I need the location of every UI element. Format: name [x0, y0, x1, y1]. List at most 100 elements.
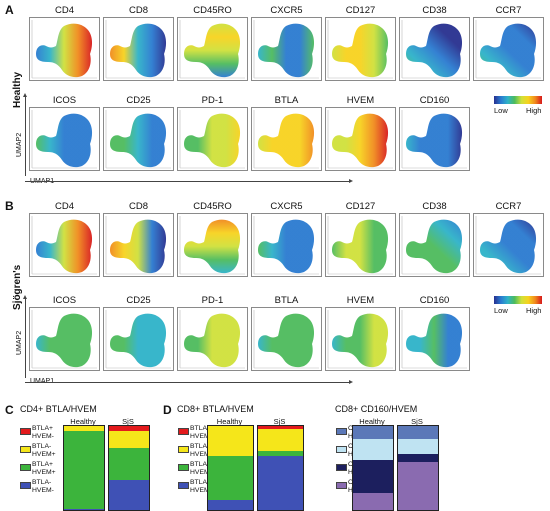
umap-cell-cloud — [327, 216, 393, 275]
umap-marker-label: CD8 — [128, 201, 148, 212]
umap-marker-label: CD25 — [126, 295, 151, 306]
axis-arrow-umap1-b — [25, 380, 353, 384]
legend-swatch — [178, 428, 189, 435]
umap-plot-area — [177, 17, 248, 81]
umap-marker-label: ICOS — [52, 295, 77, 306]
legend-swatch — [20, 464, 31, 471]
umap-cell-cloud — [31, 20, 97, 79]
umap-marker-label: CD4 — [54, 201, 74, 212]
bar-segment — [109, 431, 149, 448]
bar-category-label: SjS — [411, 417, 423, 426]
umap-marker-label: CD160 — [419, 295, 450, 306]
bar-segment — [353, 493, 393, 510]
umap-panel-sjogren-cd160: CD160 — [399, 295, 470, 371]
umap-plot-area — [473, 17, 544, 81]
bar-category-label: Healthy — [70, 417, 96, 426]
umap-panel-healthy-cxcr5: CXCR5 — [251, 5, 322, 81]
legend-label: BTLA+ HVEM- — [190, 425, 212, 440]
legend-swatch — [20, 482, 31, 489]
umap-plot-area — [29, 307, 100, 371]
umap-plot-area — [29, 107, 100, 171]
umap-panel-healthy-ccr7: CCR7 — [473, 5, 544, 81]
umap-plot-area — [103, 213, 174, 277]
legend-label: BTLA+ HVEM+ — [190, 461, 214, 476]
bar-category-label: Healthy — [359, 417, 385, 426]
umap-cell-cloud — [105, 20, 171, 79]
umap-marker-label: CD4 — [54, 5, 74, 16]
axis-arrow-umap2-b — [23, 295, 27, 378]
umap-marker-label: ICOS — [52, 95, 77, 106]
panel-letter-b: B — [5, 199, 14, 213]
umap-cell-cloud — [31, 216, 97, 275]
umap-marker-label: CD45RO — [193, 5, 232, 16]
panel-letter-d: D — [163, 403, 172, 417]
umap-marker-label: BTLA — [274, 95, 299, 106]
umap-panel-sjogren-cd127: CD127 — [325, 201, 396, 277]
axis-label-umap2-b: UMAP2 — [16, 330, 23, 355]
umap-plot-area — [325, 307, 396, 371]
stacked-bar — [108, 425, 150, 511]
umap-cell-cloud — [105, 110, 171, 169]
umap-plot-area — [399, 17, 470, 81]
umap-cell-cloud — [401, 310, 467, 369]
umap-panel-healthy-cd25: CD25 — [103, 95, 174, 171]
umap-cell-cloud — [253, 110, 319, 169]
umap-marker-label: HVEM — [346, 295, 375, 306]
umap-cell-cloud — [179, 310, 245, 369]
umap-plot-area — [103, 107, 174, 171]
bar-segment — [109, 447, 149, 480]
umap-cell-cloud — [105, 310, 171, 369]
color-scale-low-b: Low — [494, 306, 508, 315]
umap-plot-area — [325, 107, 396, 171]
umap-plot-area — [251, 17, 322, 81]
cohort-label-healthy: Healthy — [12, 71, 23, 108]
stacked-bar — [257, 425, 304, 511]
umap-plot-area — [177, 213, 248, 277]
umap-cell-cloud — [253, 310, 319, 369]
umap-plot-area — [399, 307, 470, 371]
umap-marker-label: BTLA — [274, 295, 299, 306]
umap-plot-area — [251, 307, 322, 371]
umap-plot-area — [399, 107, 470, 171]
umap-plot-area — [177, 307, 248, 371]
stacked-bar — [397, 425, 439, 511]
bar-segment — [109, 426, 149, 432]
umap-marker-label: CXCR5 — [270, 201, 303, 212]
umap-plot-area — [399, 213, 470, 277]
legend-swatch — [178, 446, 189, 453]
legend-swatch — [336, 428, 347, 435]
panel-letter-a: A — [5, 3, 14, 17]
legend-label: BTLA- HVEM+ — [32, 443, 56, 458]
umap-panel-sjogren-btla: BTLA — [251, 295, 322, 371]
legend-label: BTLA+ HVEM+ — [32, 461, 56, 476]
umap-panel-healthy-btla: BTLA — [251, 95, 322, 171]
axis-label-umap1-b: UMAP1 — [30, 378, 54, 385]
umap-cell-cloud — [179, 110, 245, 169]
umap-marker-label: CD45RO — [193, 201, 232, 212]
legend-swatch — [336, 464, 347, 471]
legend-label: BTLA+ HVEM- — [32, 425, 54, 440]
stacked-bar — [63, 425, 105, 511]
umap-plot-area — [473, 213, 544, 277]
umap-plot-area — [251, 107, 322, 171]
bar-category-label: SjS — [273, 417, 286, 426]
umap-marker-label: CD38 — [422, 5, 447, 16]
bar-segment — [64, 426, 104, 432]
umap-marker-label: CD25 — [126, 95, 151, 106]
umap-panel-sjogren-ccr7: CCR7 — [473, 201, 544, 277]
umap-marker-label: CD8 — [128, 5, 148, 16]
bar-segment — [208, 499, 253, 510]
umap-cell-cloud — [105, 216, 171, 275]
axis-label-umap2-a: UMAP2 — [16, 132, 23, 157]
color-scale-bar-b — [494, 296, 542, 304]
bar-segment — [353, 459, 393, 494]
bar-segment — [258, 429, 303, 452]
umap-panel-sjogren-cxcr5: CXCR5 — [251, 201, 322, 277]
umap-cell-cloud — [31, 110, 97, 169]
bar-segment — [398, 439, 438, 454]
umap-marker-label: CD38 — [422, 201, 447, 212]
umap-panel-sjogren-hvem: HVEM — [325, 295, 396, 371]
legend-swatch — [178, 482, 189, 489]
umap-plot-area — [103, 307, 174, 371]
bar-segment — [353, 426, 393, 440]
